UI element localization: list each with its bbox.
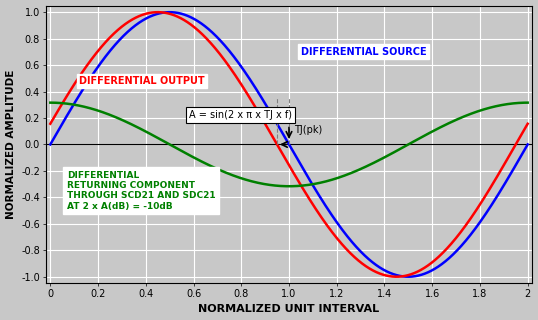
Text: TJ(pk): TJ(pk) [294, 125, 322, 135]
Text: DIFFERENTIAL SOURCE: DIFFERENTIAL SOURCE [301, 47, 427, 57]
Y-axis label: NORMALIZED AMPLITUDE: NORMALIZED AMPLITUDE [5, 70, 16, 219]
Text: A = sin(2 x π x TJ x f): A = sin(2 x π x TJ x f) [189, 110, 292, 120]
Text: DIFFERENTIAL OUTPUT: DIFFERENTIAL OUTPUT [79, 76, 204, 86]
X-axis label: NORMALIZED UNIT INTERVAL: NORMALIZED UNIT INTERVAL [199, 304, 379, 315]
Text: DIFFERENTIAL
RETURNING COMPONENT
THROUGH SCD21 AND SDC21
AT 2 x A(dB) = -10dB: DIFFERENTIAL RETURNING COMPONENT THROUGH… [67, 171, 216, 211]
